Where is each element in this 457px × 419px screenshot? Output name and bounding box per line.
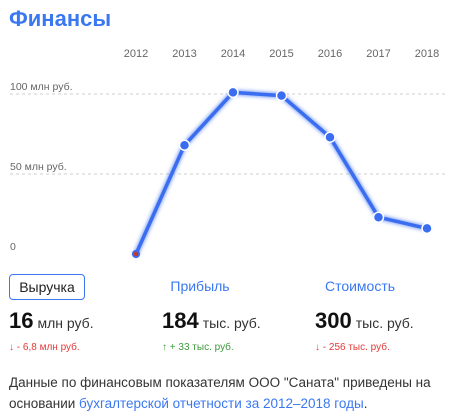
data-point[interactable] [372,211,385,223]
data-point[interactable] [421,222,433,235]
data-point[interactable] [227,86,239,99]
metrics-row: 16 млн руб. ↓ - 6,8 млн руб. 184 тыс. руб.… [0,308,457,358]
tab-revenue[interactable]: Выручка [9,274,85,300]
y-tick-label: 50 млн руб. [10,161,67,173]
metric-profit: 184 тыс. руб. ↑ + 33 тыс. руб. [162,308,261,353]
metric-value: 300 тыс. руб. ↓ - 256 тыс. руб. [315,308,414,353]
x-tick-label: 2015 [269,48,293,60]
metric-value-value: 300 [315,308,352,333]
tab-value[interactable]: Стоимость [324,278,396,294]
x-tick-label: 2013 [172,48,196,60]
y-tick-label: 100 млн руб. [10,81,73,93]
metric-revenue: 16 млн руб. ↓ - 6,8 млн руб. [9,308,94,353]
data-point[interactable] [178,139,191,151]
series-line [134,90,429,256]
metric-profit-value: 184 [162,308,199,333]
footnote-end: . [363,396,368,411]
y-tick-label: 0 [10,241,16,253]
data-point[interactable] [275,89,288,102]
x-tick-label: 2012 [124,48,148,60]
data-point[interactable] [131,249,141,259]
footnote-text: Данные по финансовым показателям ООО "Са… [9,375,431,411]
tab-profit[interactable]: Прибыль [170,278,230,294]
metric-value-delta: ↓ - 256 тыс. руб. [315,342,390,353]
revenue-line-chart: 2012 2013 2014 2015 2016 2017 2018 0 50 млн руб… [10,48,447,259]
page-title: Финансы [9,6,112,31]
data-point[interactable] [324,131,336,143]
footnote: Данные по финансовым показателям ООО "Са… [9,372,449,414]
x-tick-label: 2017 [366,48,390,60]
metric-revenue-unit: млн руб. [37,315,94,331]
metric-revenue-value: 16 [9,308,34,333]
metric-tabs: Выручка Прибыль Стоимость [0,272,457,304]
x-tick-label: 2016 [318,48,342,60]
footnote-link[interactable]: бухгалтерской отчетности за 2012–2018 го… [79,396,364,411]
metric-profit-unit: тыс. руб. [202,315,261,331]
x-tick-label: 2014 [221,48,245,60]
metric-value-unit: тыс. руб. [355,315,414,331]
metric-profit-delta: ↑ + 33 тыс. руб. [162,342,234,353]
x-tick-label: 2018 [415,48,439,60]
metric-revenue-delta: ↓ - 6,8 млн руб. [9,342,80,353]
